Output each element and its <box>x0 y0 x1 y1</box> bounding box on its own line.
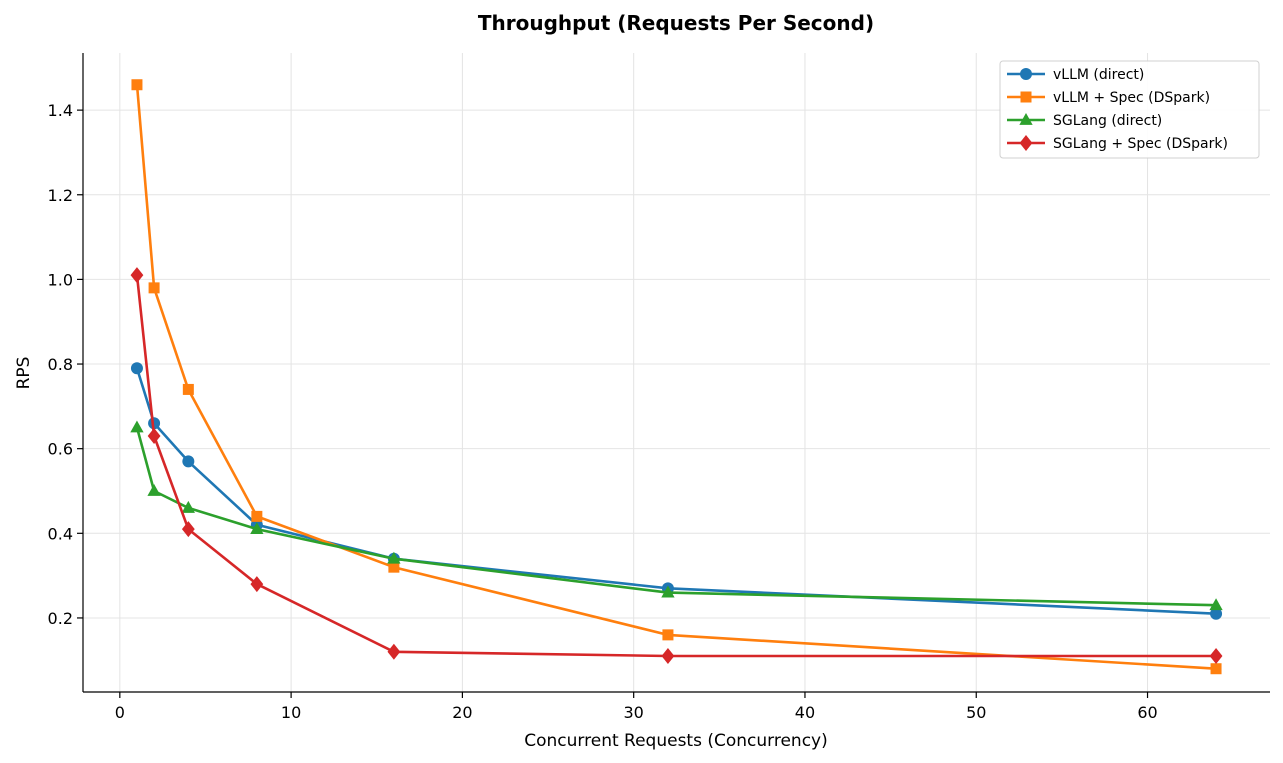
data-point <box>250 522 264 534</box>
y-tick-label: 1.4 <box>48 101 73 120</box>
data-point <box>661 648 675 665</box>
data-point <box>387 643 401 660</box>
legend-marker <box>1019 135 1033 151</box>
series-4 <box>130 267 1223 665</box>
data-point <box>182 383 194 395</box>
data-point <box>147 427 161 444</box>
data-point <box>182 455 195 468</box>
y-tick-label: 0.2 <box>48 609 73 628</box>
data-point <box>147 483 161 496</box>
y-tick-label: 1.0 <box>48 270 73 289</box>
y-axis-label: RPS <box>14 357 34 390</box>
series-2 <box>131 79 1222 675</box>
x-tick-label: 50 <box>966 703 986 722</box>
data-point <box>130 362 143 375</box>
data-point <box>130 420 144 433</box>
legend-item: SGLang (direct) <box>1007 113 1162 129</box>
legend-marker <box>1020 91 1032 103</box>
data-point <box>387 551 401 564</box>
series-line <box>135 427 1217 607</box>
series-line <box>135 367 1217 615</box>
data-point <box>662 629 674 641</box>
legend-label: SGLang (direct) <box>1053 113 1162 129</box>
legend-label: SGLang + Spec (DSpark) <box>1053 136 1228 152</box>
legend-label: vLLM + Spec (DSpark) <box>1053 90 1210 106</box>
legend-item: vLLM + Spec (DSpark) <box>1007 90 1210 106</box>
legend-marker <box>1019 113 1033 125</box>
data-point <box>250 576 264 593</box>
data-point <box>130 267 144 284</box>
x-ticks: 0 10 20 30 40 50 60 <box>115 692 1158 722</box>
series-line <box>135 275 1216 658</box>
data-point <box>661 585 675 598</box>
x-tick-label: 10 <box>281 703 301 722</box>
x-tick-label: 40 <box>795 703 815 722</box>
data-point <box>1209 648 1223 665</box>
data-point <box>1210 663 1222 675</box>
data-point <box>1209 598 1223 611</box>
data-point <box>388 561 400 573</box>
x-tick-label: 0 <box>115 703 125 722</box>
series-line <box>135 84 1217 670</box>
data-point <box>251 510 263 522</box>
chart-title: Throughput (Requests Per Second) <box>478 11 874 35</box>
y-tick-label: 0.4 <box>48 524 73 543</box>
data-point <box>1210 607 1223 620</box>
legend-box <box>999 60 1260 159</box>
series-layer <box>130 79 1223 675</box>
x-tick-label: 60 <box>1137 703 1157 722</box>
x-axis-label: Concurrent Requests (Concurrency) <box>524 731 827 751</box>
x-tick-label: 20 <box>452 703 472 722</box>
y-ticks: 0.2 0.4 0.6 0.8 1.0 1.2 1.4 <box>48 101 83 628</box>
series-1 <box>130 362 1223 620</box>
data-point <box>148 282 160 294</box>
legend-marker <box>1020 68 1032 80</box>
legend-item: vLLM (direct) <box>1007 67 1144 83</box>
legend: vLLM (direct) vLLM + Spec (DSpark) SGLang … <box>999 60 1260 159</box>
y-tick-label: 0.8 <box>48 355 73 374</box>
series-3 <box>130 420 1223 611</box>
legend-item: SGLang + Spec (DSpark) <box>1007 135 1228 152</box>
data-point <box>181 500 195 513</box>
data-point <box>181 521 195 538</box>
legend-label: vLLM (direct) <box>1053 67 1144 83</box>
y-tick-label: 1.2 <box>48 186 73 205</box>
data-point <box>148 417 161 430</box>
x-tick-label: 30 <box>623 703 643 722</box>
y-tick-label: 0.6 <box>48 440 73 459</box>
data-point <box>131 79 143 91</box>
axes <box>82 53 1270 693</box>
